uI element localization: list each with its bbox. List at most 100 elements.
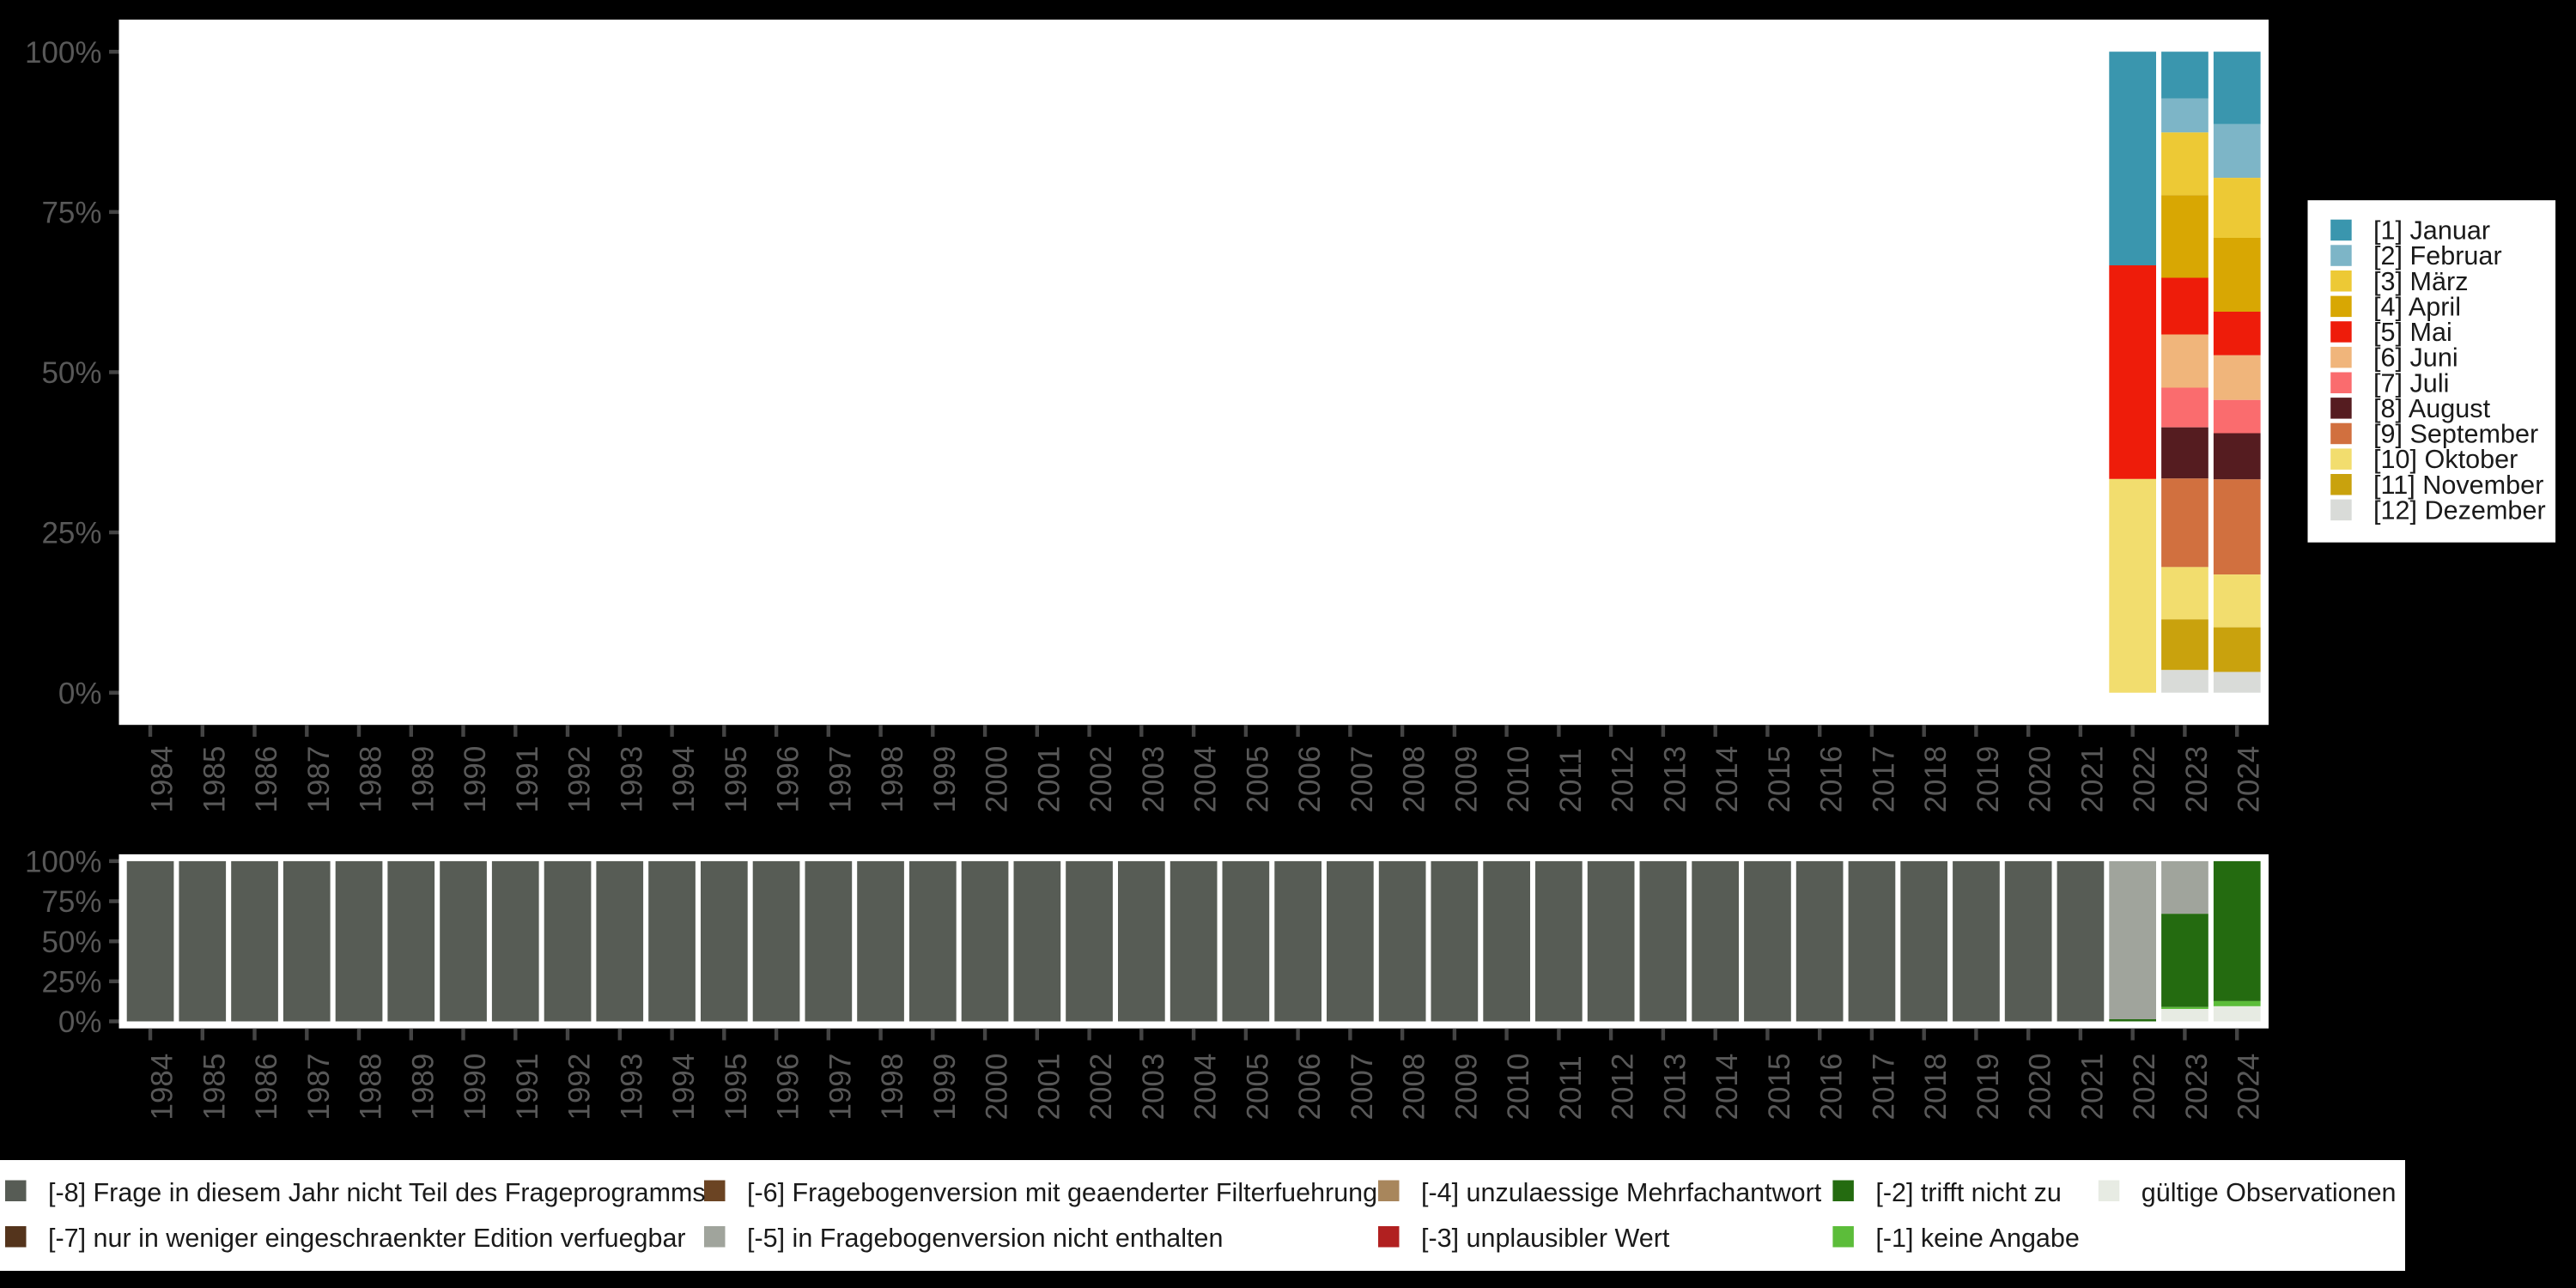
svg-text:2023: 2023 — [2180, 746, 2214, 813]
svg-text:2009: 2009 — [1449, 746, 1483, 813]
svg-text:[-7] nur in weniger eingeschra: [-7] nur in weniger eingeschraenkter Edi… — [48, 1224, 686, 1253]
svg-text:2001: 2001 — [1032, 746, 1066, 813]
svg-text:1990: 1990 — [459, 746, 492, 813]
svg-text:1996: 1996 — [772, 746, 805, 813]
svg-text:1987: 1987 — [302, 1054, 336, 1121]
svg-text:25%: 25% — [41, 517, 101, 550]
svg-text:2017: 2017 — [1867, 1054, 1900, 1121]
svg-text:2011: 2011 — [1554, 748, 1588, 812]
svg-text:1988: 1988 — [355, 1054, 388, 1121]
svg-text:2002: 2002 — [1084, 746, 1118, 813]
svg-text:[-8] Frage in diesem Jahr nich: [-8] Frage in diesem Jahr nicht Teil des… — [48, 1178, 706, 1207]
svg-text:25%: 25% — [41, 965, 101, 999]
svg-text:[-1] keine Angabe: [-1] keine Angabe — [1875, 1224, 2079, 1253]
svg-text:2008: 2008 — [1398, 746, 1431, 813]
svg-text:2009: 2009 — [1449, 1054, 1483, 1121]
svg-text:2019: 2019 — [1971, 1054, 2005, 1121]
svg-text:0%: 0% — [58, 1005, 102, 1039]
svg-text:[-6] Fragebogenversion mit gea: [-6] Fragebogenversion mit geaenderter F… — [747, 1178, 1377, 1207]
svg-text:[12] Dezember: [12] Dezember — [2373, 496, 2546, 526]
svg-text:2006: 2006 — [1293, 746, 1327, 813]
svg-text:2000: 2000 — [981, 746, 1014, 813]
svg-text:1992: 1992 — [563, 746, 597, 813]
svg-text:2015: 2015 — [1763, 1054, 1796, 1121]
svg-text:2006: 2006 — [1293, 1054, 1327, 1121]
svg-text:1990: 1990 — [459, 1054, 492, 1121]
svg-text:1986: 1986 — [250, 746, 283, 813]
svg-text:1984: 1984 — [146, 1054, 179, 1121]
svg-text:[2] Februar: [2] Februar — [2373, 241, 2502, 270]
svg-text:2021: 2021 — [2075, 1054, 2109, 1121]
svg-text:2004: 2004 — [1189, 1054, 1223, 1121]
svg-text:gültige Observationen: gültige Observationen — [2142, 1178, 2397, 1207]
svg-text:2000: 2000 — [981, 1054, 1014, 1121]
svg-text:1993: 1993 — [615, 1054, 648, 1121]
svg-text:1984: 1984 — [146, 746, 179, 813]
svg-text:[1] Januar: [1] Januar — [2373, 216, 2490, 246]
svg-text:2014: 2014 — [1710, 746, 1744, 813]
svg-text:1994: 1994 — [667, 746, 701, 813]
svg-text:2019: 2019 — [1971, 746, 2005, 813]
svg-text:2013: 2013 — [1658, 746, 1692, 813]
svg-text:2016: 2016 — [1815, 746, 1849, 813]
svg-text:2018: 2018 — [1919, 746, 1953, 813]
svg-text:1988: 1988 — [355, 746, 388, 813]
svg-text:2011: 2011 — [1554, 1055, 1588, 1120]
svg-text:2008: 2008 — [1398, 1054, 1431, 1121]
svg-text:2017: 2017 — [1867, 746, 1900, 813]
svg-text:[7] Juli: [7] Juli — [2373, 368, 2449, 398]
svg-text:2002: 2002 — [1084, 1054, 1118, 1121]
svg-text:2007: 2007 — [1346, 1054, 1379, 1121]
svg-text:2003: 2003 — [1137, 746, 1170, 813]
svg-text:2018: 2018 — [1919, 1054, 1953, 1121]
svg-text:2005: 2005 — [1241, 1054, 1274, 1121]
svg-text:2024: 2024 — [2233, 1054, 2266, 1121]
svg-text:2024: 2024 — [2233, 746, 2266, 813]
svg-text:[11] November: [11] November — [2373, 471, 2543, 500]
svg-text:1998: 1998 — [876, 746, 909, 813]
svg-text:[10] Oktober: [10] Oktober — [2373, 445, 2518, 474]
svg-text:1993: 1993 — [615, 746, 648, 813]
svg-text:0%: 0% — [58, 677, 102, 710]
svg-text:50%: 50% — [41, 356, 101, 390]
svg-text:1991: 1991 — [511, 1054, 544, 1121]
svg-text:2010: 2010 — [1502, 1054, 1535, 1121]
svg-text:[-2] trifft nicht zu: [-2] trifft nicht zu — [1875, 1178, 2061, 1207]
svg-text:1992: 1992 — [563, 1054, 597, 1121]
svg-text:1986: 1986 — [250, 1054, 283, 1121]
svg-text:50%: 50% — [41, 926, 101, 959]
svg-text:1985: 1985 — [197, 746, 231, 813]
svg-text:1989: 1989 — [406, 746, 440, 813]
svg-text:2005: 2005 — [1241, 746, 1274, 813]
svg-text:2007: 2007 — [1346, 746, 1379, 813]
svg-text:2012: 2012 — [1607, 1054, 1640, 1121]
svg-text:2023: 2023 — [2180, 1054, 2214, 1121]
svg-text:2001: 2001 — [1032, 1054, 1066, 1121]
svg-text:2004: 2004 — [1189, 746, 1223, 813]
svg-text:2014: 2014 — [1710, 1054, 1744, 1121]
svg-text:2020: 2020 — [2024, 1054, 2057, 1121]
svg-text:2010: 2010 — [1502, 746, 1535, 813]
svg-text:[3] März: [3] März — [2373, 267, 2469, 296]
svg-text:1997: 1997 — [823, 1054, 857, 1121]
svg-text:[9] September: [9] September — [2373, 420, 2538, 449]
svg-text:2013: 2013 — [1658, 1054, 1692, 1121]
svg-text:[-4] unzulaessige Mehrfachantw: [-4] unzulaessige Mehrfachantwort — [1421, 1178, 1822, 1207]
svg-text:2012: 2012 — [1607, 746, 1640, 813]
svg-text:1999: 1999 — [928, 746, 962, 813]
svg-text:75%: 75% — [41, 196, 101, 229]
svg-text:1999: 1999 — [928, 1054, 962, 1121]
svg-text:1996: 1996 — [772, 1054, 805, 1121]
svg-text:100%: 100% — [25, 846, 102, 879]
svg-text:1985: 1985 — [197, 1054, 231, 1121]
svg-text:1989: 1989 — [406, 1054, 440, 1121]
svg-text:1995: 1995 — [720, 1054, 753, 1121]
svg-text:2022: 2022 — [2128, 1054, 2161, 1121]
svg-text:2022: 2022 — [2128, 746, 2161, 813]
svg-text:1998: 1998 — [876, 1054, 909, 1121]
svg-text:75%: 75% — [41, 885, 101, 919]
svg-text:2015: 2015 — [1763, 746, 1796, 813]
svg-text:1997: 1997 — [823, 746, 857, 813]
svg-text:2020: 2020 — [2024, 746, 2057, 813]
svg-text:[6] Juni: [6] Juni — [2373, 343, 2458, 373]
